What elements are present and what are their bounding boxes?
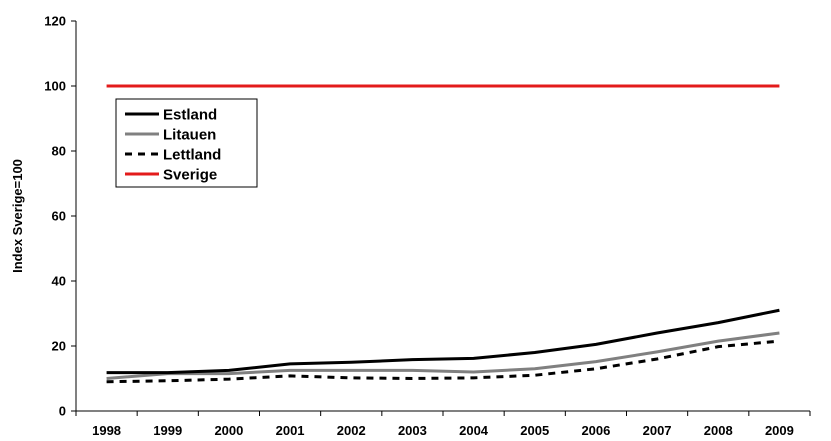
y-tick-label: 0 bbox=[59, 404, 66, 419]
y-tick-label: 80 bbox=[52, 144, 66, 159]
x-tick-label: 2008 bbox=[704, 423, 733, 438]
x-tick-label: 2005 bbox=[520, 423, 549, 438]
y-tick-label: 20 bbox=[52, 339, 66, 354]
y-axis-title: Index Sverige=100 bbox=[10, 159, 25, 273]
legend-label-lettland: Lettland bbox=[163, 147, 221, 164]
series-line-litauen bbox=[106, 331, 780, 380]
y-axis-ticks: 0 20 40 60 80 100 120 bbox=[44, 14, 76, 419]
legend-label-estland: Estland bbox=[163, 107, 217, 124]
legend: Estland Litauen Lettland Sverige bbox=[115, 98, 258, 188]
x-tick-label: 1999 bbox=[153, 423, 182, 438]
x-axis-ticks: 1998 1999 2000 2001 2002 2003 2004 2005 2006 2007… bbox=[75, 411, 811, 438]
legend-label-litauen: Litauen bbox=[163, 127, 216, 144]
series-line-estland bbox=[106, 308, 780, 375]
y-tick-label: 60 bbox=[52, 209, 66, 224]
y-tick-label: 100 bbox=[44, 79, 66, 94]
x-tick-label: 2002 bbox=[337, 423, 366, 438]
series-lines bbox=[106, 84, 780, 384]
x-tick-label: 2003 bbox=[398, 423, 427, 438]
x-tick-label: 1998 bbox=[92, 423, 121, 438]
y-tick-label: 120 bbox=[44, 14, 66, 29]
series-line-lettland bbox=[106, 339, 780, 384]
y-tick-label: 40 bbox=[52, 274, 66, 289]
x-tick-label: 2006 bbox=[581, 423, 610, 438]
x-tick-label: 2009 bbox=[765, 423, 794, 438]
x-tick-label: 2000 bbox=[214, 423, 243, 438]
x-tick-label: 2001 bbox=[276, 423, 305, 438]
legend-label-sverige: Sverige bbox=[163, 167, 217, 184]
x-tick-label: 2004 bbox=[459, 423, 489, 438]
x-tick-label: 2007 bbox=[643, 423, 672, 438]
